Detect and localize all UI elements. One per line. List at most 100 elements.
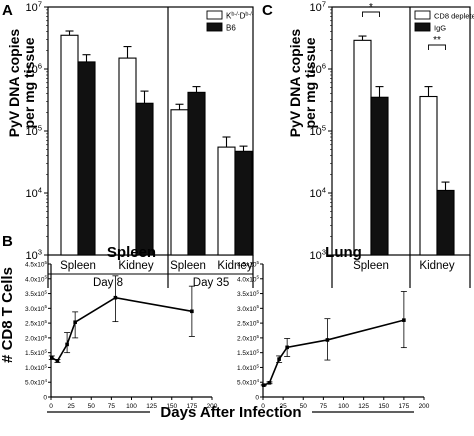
panel-label-b: B (2, 233, 13, 250)
panel-a-group-label: Spleen (60, 260, 96, 272)
panel-c-significance-label: ** (433, 35, 441, 46)
panel-c-ytick-label-0: 103 (309, 248, 326, 262)
panel-c-bar (353, 39, 372, 256)
panel-b-spleen-series-line (51, 296, 193, 363)
panel-a-bar (60, 34, 79, 256)
panel-c-group-label: Spleen (353, 260, 389, 272)
panel-b-spleen-xtick-label-4: 100 (126, 403, 137, 410)
panel-b-lung-xtick-label-1: 25 (280, 403, 288, 410)
panel-b-spleen-ytick-label-9: 4.5x105 (25, 260, 48, 269)
panel-b-lung-ytick-label-6: 3.0x105 (237, 304, 260, 313)
panel-b-spleen-ytick-label-8: 4.0x105 (25, 275, 48, 284)
panel-b-spleen-chart: Spleen 0 5.0x104 1.0x105 1.5x105 2.0x105 2.5x1… (25, 244, 218, 410)
panel-a-ylabel-line1: PyV DNA copies (6, 29, 22, 138)
panel-a-section-label: Day 35 (193, 277, 229, 289)
panel-c-bar (419, 95, 438, 256)
panel-a-bar (217, 146, 236, 256)
panel-label-a: A (2, 2, 13, 19)
panel-c-legend-swatch (414, 22, 431, 32)
panel-b-lung-ytick-label-2: 1.0x105 (237, 363, 260, 372)
panel-b-lung-ytick-label-0: 0 (255, 395, 259, 402)
panel-c-legend-swatch (414, 10, 431, 20)
panel-a-legend-swatch (206, 22, 223, 32)
panel-a-bar (135, 102, 154, 256)
panel-c-bar (370, 96, 389, 256)
panel-b-lung-data-point (262, 383, 266, 387)
panel-b-lung-ytick-label-7: 3.5x105 (237, 289, 260, 298)
panel-a-section-label: Day 8 (93, 277, 123, 289)
panel-c-ylabel: PyV DNA copies per mg tissue (287, 29, 318, 138)
panel-b-lung-series-line (263, 319, 405, 386)
panel-b-lung-data-point (325, 338, 330, 342)
panel-b-spleen-xtick-label-1: 25 (68, 403, 76, 410)
panel-label-c: C (262, 2, 273, 19)
panel-a-legend-label: B6 (226, 24, 236, 33)
panel-b-spleen-ytick-label-6: 3.0x105 (25, 304, 48, 313)
panel-b-lung-xtick-label-0: 0 (261, 403, 265, 410)
panel-b-ylabel: # CD8 T Cells (0, 267, 16, 363)
panel-b-spleen-ytick-label-0: 0 (43, 395, 47, 402)
panel-c-group-label: Kidney (419, 260, 454, 272)
panel-a-ytick-label-4: 107 (25, 0, 42, 14)
panel-b-lung-ytick-label-3: 1.5x105 (237, 349, 260, 358)
panel-b-spleen-xtick-label-0: 0 (49, 403, 53, 410)
panel-b-lung-data-point (285, 345, 289, 350)
panel-b-spleen-xtick-label-3: 75 (108, 403, 116, 410)
panel-b-lung-ytick-label-4: 2.0x105 (237, 334, 260, 343)
panel-b-spleen-ytick-label-3: 1.5x105 (25, 349, 48, 358)
panel-a-bar (234, 150, 253, 256)
panel-a-bar (187, 91, 206, 256)
panel-c-legend-label: CD8 depleted (434, 12, 474, 21)
panel-b-lung-ytick-label-1: 5.0x104 (237, 378, 260, 387)
panel-b-spleen-data-point (73, 320, 77, 325)
panel-b-lung-title: Lung (325, 244, 362, 261)
panel-a-group-label: Spleen (170, 260, 206, 272)
panel-b-lung-chart: Lung 0 5.0x104 1.0x105 1.5x105 2.0x105 2.5x105… (237, 244, 430, 410)
panel-b-spleen-ytick-label-7: 3.5x105 (25, 289, 48, 298)
panel-c-ytick-label-4: 107 (309, 0, 326, 14)
panel-b-lung-xtick-label-8: 200 (419, 403, 430, 410)
panel-b-spleen-ytick-label-1: 5.0x104 (25, 378, 48, 387)
panel-a-ylabel: PyV DNA copies per mg tissue (6, 29, 37, 138)
panel-a-bar (170, 109, 189, 256)
panel-b-spleen-data-point (113, 295, 118, 300)
panel-c-chart: 103 104 105 106 107 Spleen Kidney CD8 depleted I… (309, 0, 474, 288)
panel-b-spleen-xtick-label-7: 175 (186, 403, 197, 410)
panel-b-lung-data-point (402, 318, 406, 322)
panel-b-spleen-data-point (190, 309, 194, 314)
panel-b-lung-xtick-label-2: 50 (300, 403, 308, 410)
panel-c-ylabel-line1: PyV DNA copies (287, 29, 303, 138)
panel-c-bar (436, 189, 455, 256)
panel-a-ytick-label-3: 106 (25, 62, 42, 76)
panel-b-lung-xtick-label-4: 100 (338, 403, 349, 410)
panel-b-spleen-xtick-label-6: 150 (166, 403, 177, 410)
panel-b-lung-xtick-label-5: 125 (358, 403, 369, 410)
panel-b-lung-xtick-label-3: 75 (320, 403, 328, 410)
panel-b-lung-ytick-label-9: 4.5x105 (237, 260, 260, 269)
panel-b-spleen-xtick-label-2: 50 (88, 403, 96, 410)
panel-b-spleen-ytick-label-2: 1.0x105 (25, 363, 48, 372)
panel-b-spleen-ytick-label-5: 2.5x105 (25, 319, 48, 328)
panel-c-significance-bracket (428, 44, 446, 50)
panel-b-spleen-title: Spleen (107, 244, 156, 261)
panel-b-lung-xtick-label-7: 175 (398, 403, 409, 410)
panel-b-spleen-data-point (50, 355, 54, 360)
panel-a-bar (118, 57, 137, 256)
panel-b-spleen-data-point (55, 359, 60, 363)
panel-a-group-label: Kidney (118, 260, 153, 272)
panel-b-xlabel: Days After Infection (160, 404, 301, 421)
panel-c-ytick-label-3: 106 (309, 62, 326, 76)
panel-b-spleen-xtick-label-5: 125 (146, 403, 157, 410)
panel-c-significance-bracket (362, 11, 380, 17)
panel-c-ytick-label-1: 104 (309, 186, 326, 200)
panel-a-group-label: Kidney (217, 260, 252, 272)
panel-c-ytick-label-2: 105 (309, 124, 326, 138)
panel-a-ytick-label-0: 103 (25, 248, 42, 262)
panel-b-spleen-data-point (65, 342, 69, 347)
panel-a-ytick-label-1: 104 (25, 186, 42, 200)
panel-b-spleen-ytick-label-4: 2.0x105 (25, 334, 48, 343)
panel-b-lung-ytick-label-5: 2.5x105 (237, 319, 260, 328)
panel-c-legend-label: IgG (434, 24, 446, 33)
